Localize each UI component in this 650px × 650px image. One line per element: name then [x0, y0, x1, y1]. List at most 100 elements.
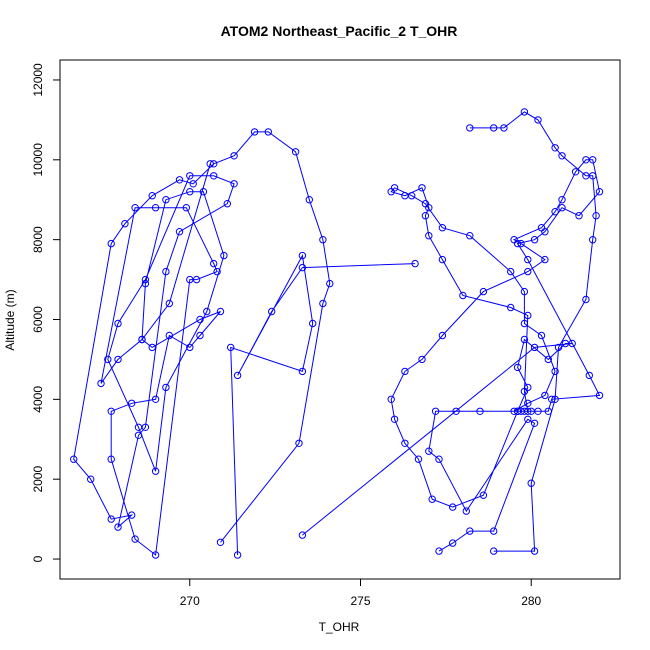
data-point — [107, 455, 115, 463]
data-point — [182, 204, 191, 212]
data-point — [227, 343, 235, 352]
data-point — [435, 547, 443, 555]
data-point — [520, 335, 529, 344]
data-point — [524, 399, 532, 407]
data-point — [107, 515, 115, 523]
data-point — [513, 363, 522, 372]
data-point — [520, 108, 529, 116]
data-point — [551, 208, 559, 216]
data-point — [595, 391, 604, 400]
data-point — [196, 331, 204, 340]
data-point — [551, 144, 559, 152]
data-point — [107, 239, 115, 248]
data-point — [510, 407, 518, 415]
data-point — [165, 299, 174, 308]
data-point — [298, 531, 307, 539]
data-point — [530, 547, 539, 555]
data-point — [114, 319, 122, 328]
y-tick-label: 6000 — [31, 306, 45, 333]
x-tick-label: 280 — [521, 594, 541, 608]
data-point — [452, 407, 460, 415]
data-point — [151, 467, 160, 475]
data-point — [162, 383, 170, 392]
data-point — [387, 188, 395, 196]
data-point — [425, 232, 433, 240]
data-point — [513, 239, 522, 248]
data-point — [114, 523, 122, 531]
data-point — [530, 419, 539, 427]
data-point — [438, 255, 447, 264]
data-point — [490, 527, 498, 535]
data-point — [250, 128, 259, 136]
data-point — [186, 172, 194, 180]
data-point — [411, 259, 419, 268]
series-4 — [466, 108, 600, 555]
data-point — [527, 479, 535, 487]
data-point — [162, 267, 170, 276]
y-tick-label: 10000 — [31, 143, 45, 177]
data-point — [462, 507, 470, 515]
data-point — [421, 212, 430, 220]
chart-title: ATOM2 Northeast_Pacific_2 T_OHR — [221, 23, 458, 39]
data-point — [390, 415, 399, 423]
data-point — [216, 307, 225, 316]
y-axis: 0 2000 4000 6000 8000 10000 12000 — [31, 63, 60, 562]
y-axis-label: Altitude (m) — [3, 289, 17, 350]
data-point — [414, 455, 423, 463]
series-line — [469, 111, 597, 552]
data-point — [107, 407, 115, 415]
data-point — [401, 439, 409, 447]
data-point — [524, 255, 532, 264]
y-tick-label: 2000 — [31, 466, 45, 493]
data-point — [186, 188, 194, 196]
data-point — [544, 355, 552, 364]
data-point — [479, 491, 488, 499]
data-point — [175, 176, 184, 184]
series-layer — [70, 108, 604, 559]
data-point — [298, 251, 307, 260]
data-point — [558, 196, 566, 204]
data-point — [466, 232, 474, 240]
data-point — [223, 200, 232, 208]
data-point — [435, 455, 443, 463]
data-point — [541, 255, 549, 264]
data-point — [131, 204, 139, 212]
data-point — [592, 212, 600, 220]
data-point — [449, 539, 457, 547]
data-point — [554, 343, 563, 352]
data-point — [507, 267, 515, 276]
data-point — [134, 423, 143, 431]
data-point — [295, 439, 303, 447]
data-point — [431, 407, 440, 415]
data-point — [530, 343, 539, 352]
data-point — [199, 188, 208, 196]
data-point — [541, 391, 549, 400]
y-tick-label: 8000 — [31, 226, 45, 253]
data-point — [151, 551, 160, 559]
data-point — [298, 263, 307, 272]
data-point — [575, 212, 583, 220]
data-point — [571, 168, 580, 176]
data-point — [558, 152, 566, 160]
data-point — [189, 180, 197, 188]
series-line — [230, 254, 416, 556]
x-tick-label: 275 — [350, 594, 370, 608]
series-1 — [70, 128, 334, 559]
series-3 — [298, 156, 604, 555]
data-point — [561, 339, 570, 348]
data-point — [233, 371, 242, 380]
data-point — [530, 236, 539, 244]
data-point — [479, 287, 488, 296]
data-point — [203, 307, 211, 316]
data-point — [134, 431, 143, 439]
data-point — [216, 538, 225, 546]
data-point — [582, 172, 590, 180]
data-point — [309, 319, 317, 328]
data-point — [206, 160, 214, 168]
data-point — [141, 279, 150, 288]
y-tick-label: 12000 — [31, 63, 45, 97]
data-point — [513, 407, 522, 415]
data-point — [128, 511, 136, 519]
data-point — [534, 116, 542, 124]
